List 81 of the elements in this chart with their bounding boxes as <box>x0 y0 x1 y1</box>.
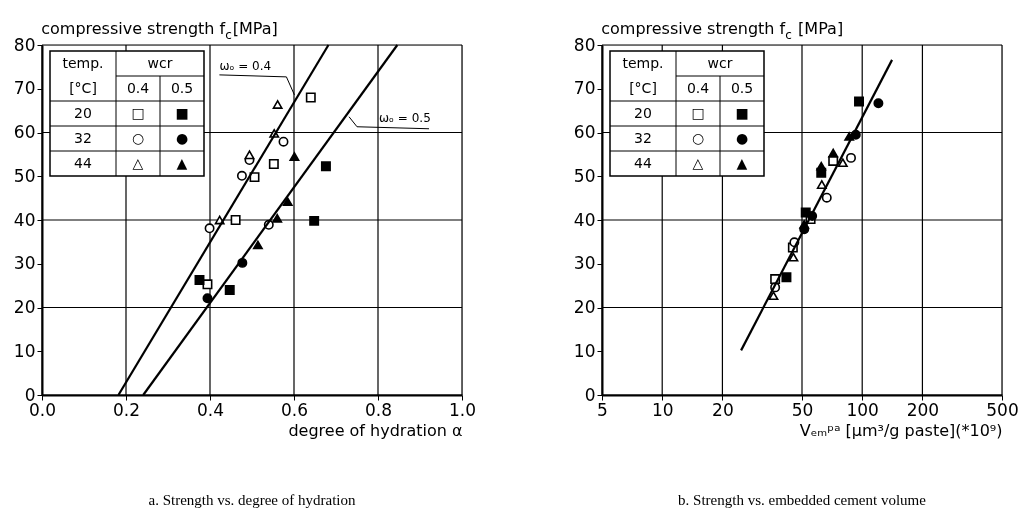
point <box>224 285 235 295</box>
y-tick-label: 0 <box>584 384 596 405</box>
x-tick-label: 1.0 <box>448 399 477 420</box>
x-tick-label: 5 <box>597 399 608 420</box>
annotation: ▲ <box>176 154 188 171</box>
point <box>268 159 279 169</box>
point <box>289 152 300 161</box>
point <box>282 197 293 207</box>
x-axis-title: Vₑₘᵖᵃ [μm³/g paste](*10⁹) <box>799 420 1003 440</box>
point <box>320 161 331 172</box>
annotation: 32 <box>74 129 92 146</box>
annotation: □ <box>131 104 145 121</box>
x-axis-title: degree of hydration α <box>288 420 463 440</box>
point <box>230 215 241 225</box>
x-tick-label: 500 <box>986 399 1019 420</box>
annotation: 44 <box>634 154 652 171</box>
point <box>244 150 255 160</box>
annotation: [°C] <box>69 79 97 96</box>
y-tick-label: 70 <box>573 78 596 99</box>
point <box>272 100 283 109</box>
annotation: 0.4 <box>126 79 150 96</box>
annotation: △ <box>132 154 144 171</box>
y-tick-label: 40 <box>573 209 596 230</box>
annotation: ● <box>735 129 749 146</box>
point <box>252 240 263 250</box>
x-tick-label: 0.8 <box>364 399 393 420</box>
annotation: temp. <box>62 54 104 71</box>
x-tick-label: 20 <box>712 399 734 420</box>
point <box>236 170 247 181</box>
y-tick-label: 80 <box>13 34 36 55</box>
y-tick-label: 60 <box>13 122 36 142</box>
annotation: 20 <box>634 104 652 121</box>
annotation: ■ <box>735 104 749 121</box>
annotation: ○ <box>131 129 145 146</box>
annotation: wcr <box>707 54 733 71</box>
point <box>204 223 215 234</box>
annotation: ● <box>175 129 189 146</box>
text: b. Strength vs. embedded cement volume <box>678 492 927 508</box>
point <box>305 92 316 103</box>
y-tick-label: 30 <box>13 253 36 274</box>
annotation: [°C] <box>629 79 657 96</box>
annotation: 20 <box>74 104 92 121</box>
y-tick-label: 60 <box>573 122 596 142</box>
point <box>278 136 289 147</box>
point <box>309 215 320 226</box>
x-tick-label: 200 <box>906 399 940 420</box>
x-tick-label: 0.6 <box>280 399 309 420</box>
y-tick-label: 50 <box>13 165 36 186</box>
y-tick-label: 30 <box>573 253 596 274</box>
x-tick-label: 100 <box>846 399 879 420</box>
text: a. Strength vs. degree of hydration <box>148 492 357 508</box>
annotation: 0.5 <box>170 79 194 96</box>
annotation: 0.5 <box>730 79 754 96</box>
annotation: ○ <box>691 129 705 146</box>
y-tick-label: 20 <box>573 297 596 317</box>
annotation: ωₒ = 0.5 <box>379 110 431 125</box>
y-tick-label: 80 <box>573 34 596 55</box>
x-tick-label: 50 <box>791 399 814 420</box>
annotation: ▲ <box>736 154 748 171</box>
annotation: temp. <box>622 54 664 71</box>
y-tick-label: 10 <box>573 340 596 361</box>
point <box>194 274 205 285</box>
y-tick-label: 20 <box>13 297 36 317</box>
y-tick-label: 70 <box>13 78 36 99</box>
annotation: 0.4 <box>686 79 710 96</box>
annotation: 44 <box>74 154 92 171</box>
annotation: ■ <box>175 104 189 121</box>
y-tick-label: 10 <box>13 340 36 361</box>
annotation: ωₒ = 0.4 <box>219 58 272 73</box>
x-tick-label: 10 <box>651 399 674 420</box>
x-tick-label: 0.4 <box>196 399 225 420</box>
annotation: wcr <box>147 54 173 71</box>
annotation: 32 <box>634 129 652 146</box>
point <box>202 279 213 290</box>
annotation: △ <box>692 154 704 171</box>
point <box>249 172 260 183</box>
annotation: □ <box>691 104 705 121</box>
y-tick-label: 50 <box>573 165 596 186</box>
point <box>272 213 283 223</box>
x-tick-label: 0.2 <box>112 399 141 420</box>
y-tick-label: 40 <box>13 209 36 230</box>
